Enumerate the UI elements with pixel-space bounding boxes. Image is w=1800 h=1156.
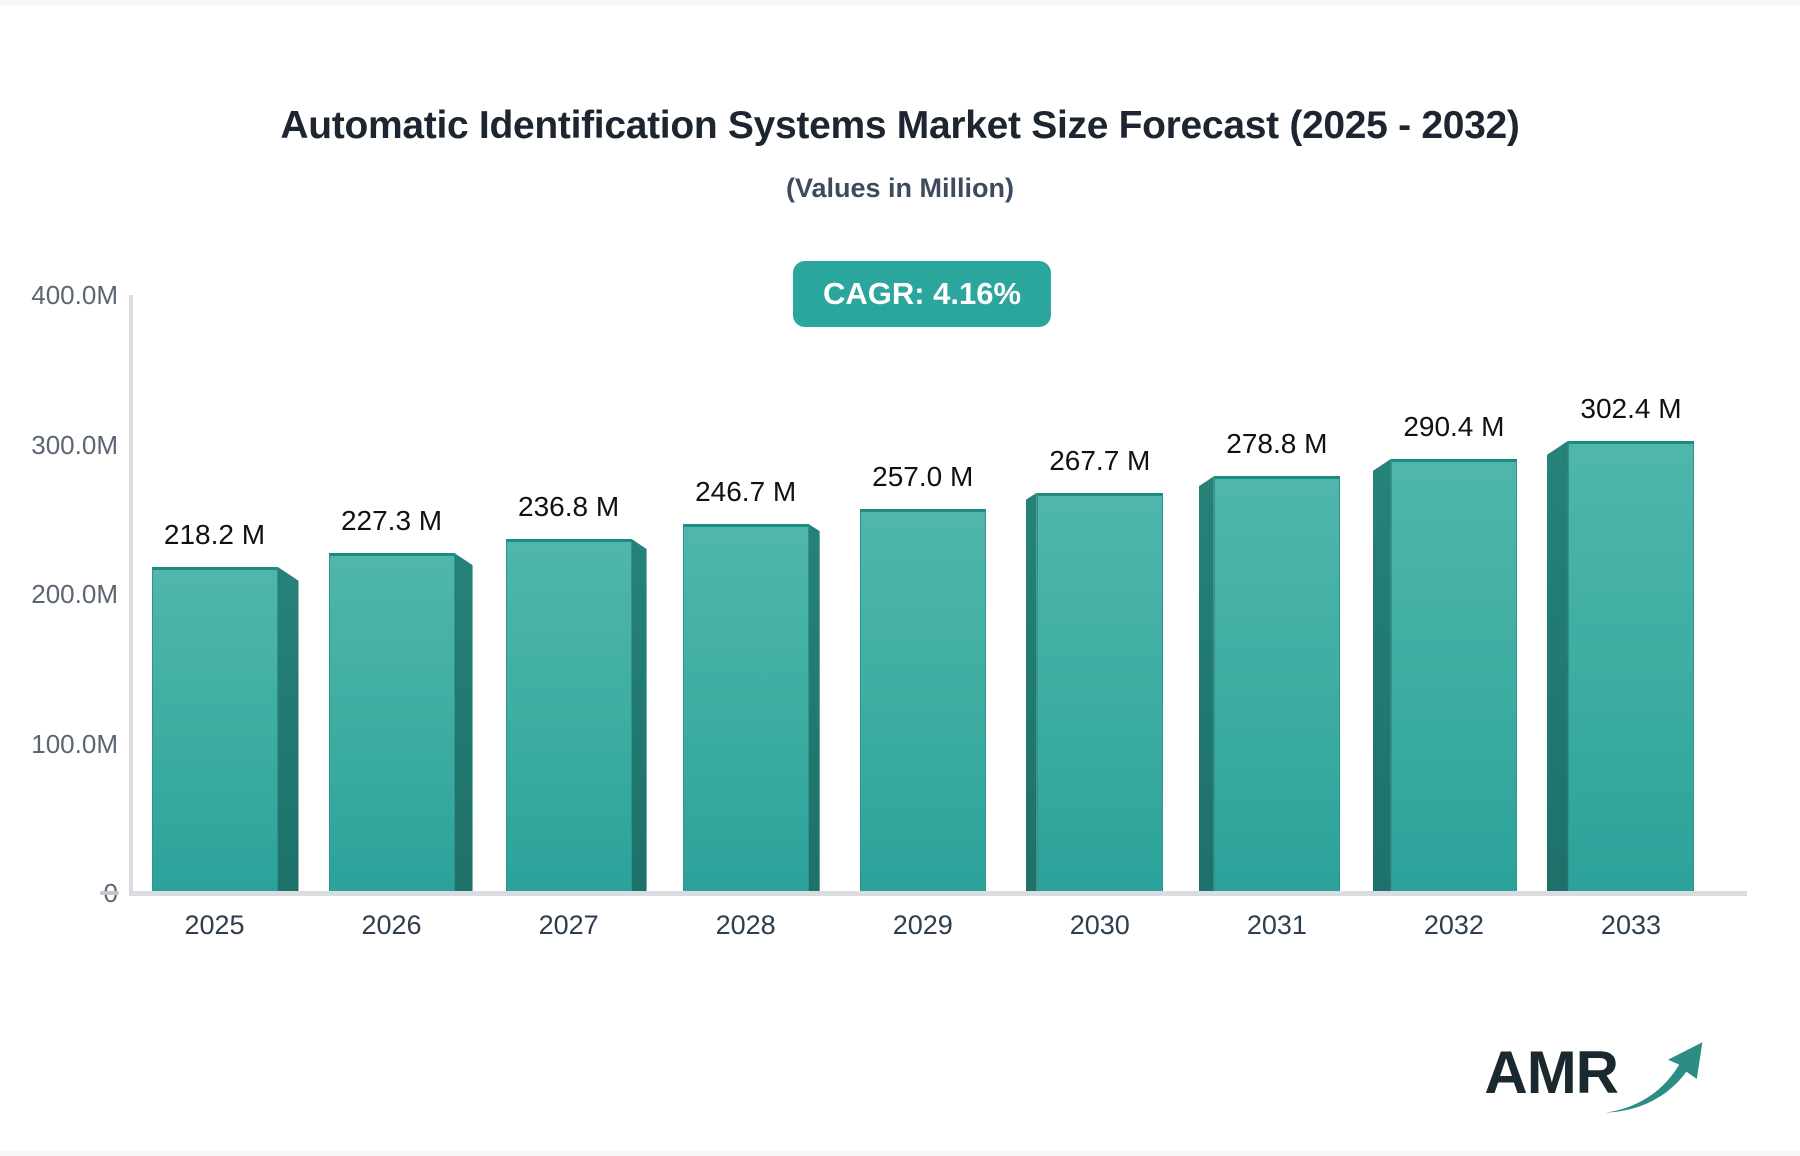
bar-value-label: 246.7 M: [695, 476, 797, 508]
x-tick-label: 2027: [538, 910, 599, 940]
bar-value-label: 236.8 M: [518, 490, 620, 522]
bar-value-label: 218.2 M: [163, 518, 266, 550]
amr-logo: AMR: [1484, 1039, 1708, 1126]
growth-arrow-icon: [1604, 1037, 1708, 1126]
x-axis-line: [129, 891, 1747, 896]
bar: [328, 553, 455, 893]
bar-value-label: 302.4 M: [1580, 392, 1682, 424]
bar-side-face: [631, 538, 647, 893]
x-tick-label: 2032: [1423, 910, 1484, 940]
bar-side-face: [1198, 476, 1214, 893]
x-tick-label: 2029: [892, 910, 953, 940]
bar: [1567, 440, 1694, 893]
bar-side-face: [1025, 492, 1037, 893]
zero-tick-mark: [100, 891, 119, 895]
amr-logo-text: AMR: [1484, 1039, 1619, 1106]
y-tick-label: 300.0M: [31, 429, 118, 460]
x-tick-label: 2033: [1600, 910, 1661, 940]
chart-title: Automatic Identification Systems Market …: [280, 104, 1520, 147]
x-tick-label: 2026: [361, 910, 422, 940]
bar-value-label: 267.7 M: [1049, 444, 1151, 476]
bar-side-face: [1372, 458, 1391, 893]
bar-value-label: 227.3 M: [340, 505, 443, 537]
y-tick-label: 400.0M: [31, 280, 118, 310]
x-tick-label: 2025: [184, 910, 245, 940]
x-tick-label: 2028: [715, 910, 776, 940]
bar-value-label: 257.0 M: [872, 460, 974, 492]
bar: [1213, 476, 1340, 893]
bar-value-label: 278.8 M: [1226, 428, 1328, 460]
bar-side-face: [277, 566, 299, 893]
y-tick-label: 100.0M: [31, 728, 118, 759]
bar: [505, 538, 632, 893]
cagr-badge: CAGR: 4.16%: [792, 261, 1052, 327]
chart-subtitle: (Values in Million): [785, 173, 1015, 203]
y-axis-line: [129, 295, 133, 893]
x-tick-label: 2030: [1069, 910, 1130, 940]
bar: [1390, 458, 1517, 893]
bar: [1036, 492, 1163, 893]
x-tick-label: 2031: [1246, 910, 1307, 940]
bar: [151, 566, 278, 893]
bar: [859, 508, 986, 893]
bar-side-face: [1546, 440, 1568, 893]
cagr-badge-label: CAGR: 4.16%: [822, 276, 1022, 311]
bar-side-face: [454, 553, 473, 893]
bar: [682, 524, 809, 893]
bar-side-face: [808, 524, 820, 893]
y-tick-label: 200.0M: [31, 579, 118, 609]
bar-value-label: 290.4 M: [1403, 410, 1505, 442]
